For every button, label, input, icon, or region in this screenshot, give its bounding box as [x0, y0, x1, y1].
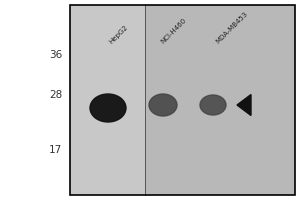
Text: NCI-H460: NCI-H460: [160, 17, 188, 45]
Bar: [145, 5, 295, 195]
Polygon shape: [237, 95, 251, 116]
Bar: [70, 5, 295, 195]
Ellipse shape: [90, 94, 126, 122]
Text: 36: 36: [49, 50, 62, 60]
Bar: [70, 5, 145, 195]
Text: MDA-MB453: MDA-MB453: [215, 11, 249, 45]
Text: HepG2: HepG2: [108, 24, 129, 45]
Text: 17: 17: [49, 145, 62, 155]
Text: 28: 28: [49, 90, 62, 100]
Ellipse shape: [200, 95, 226, 115]
Ellipse shape: [149, 94, 177, 116]
